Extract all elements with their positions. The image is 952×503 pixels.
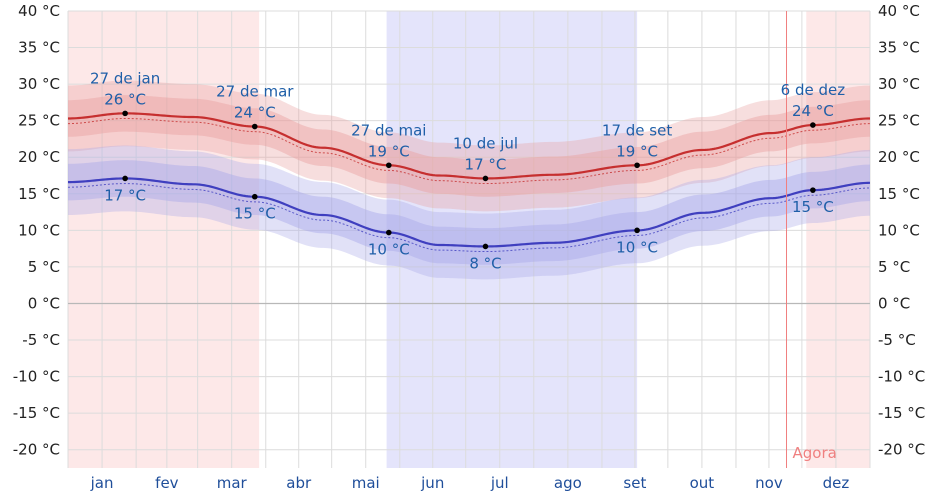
- y-tick-label-right: -20 °C: [878, 441, 925, 459]
- y-tick-label-right: -15 °C: [878, 404, 925, 422]
- y-tick-label-right: 20 °C: [878, 148, 920, 166]
- series-band-inner-high: [68, 95, 870, 197]
- annotation-point: [251, 193, 258, 200]
- annotation-temp-low: 10 °C: [368, 241, 410, 259]
- y-tick-label-right: 0 °C: [878, 294, 910, 312]
- month-label-dez: dez: [823, 474, 850, 492]
- annotation-temp-high: 24 °C: [234, 104, 276, 122]
- series-line-high: [67, 112, 871, 180]
- month-label-nov: nov: [755, 474, 783, 492]
- series-band-outer-low: [68, 145, 870, 280]
- y-tick-label-left: 20 °C: [18, 148, 60, 166]
- y-tick-label-left: 30 °C: [18, 75, 60, 93]
- annotation-temp-low: 8 °C: [469, 254, 501, 272]
- annotation-temp-low: 17 °C: [104, 186, 146, 204]
- y-tick-label-right: -5 °C: [878, 331, 916, 349]
- now-marker-label: Agora: [793, 444, 837, 462]
- y-tick-label-left: 0 °C: [28, 294, 60, 312]
- series-band-outer-high: [68, 80, 870, 212]
- annotation-temp-high: 19 °C: [616, 142, 658, 160]
- month-label-jul: jul: [490, 474, 509, 492]
- month-label-fev: fev: [155, 474, 179, 492]
- annotation-point: [386, 229, 392, 236]
- y-tick-label-left: 35 °C: [18, 39, 60, 57]
- month-label-set: set: [623, 474, 646, 492]
- month-label-jan: jan: [90, 474, 114, 492]
- y-tick-label-right: -10 °C: [878, 368, 925, 386]
- y-tick-label-left: 25 °C: [18, 112, 60, 130]
- annotation-date: 27 de mai: [351, 121, 426, 139]
- y-tick-label-right: 25 °C: [878, 112, 920, 130]
- y-tick-label-left: 15 °C: [18, 185, 60, 203]
- annotation-date: 27 de mar: [216, 83, 294, 101]
- y-tick-label-left: -15 °C: [13, 404, 60, 422]
- y-tick-label-left: -10 °C: [13, 368, 60, 386]
- y-tick-label-left: -5 °C: [22, 331, 60, 349]
- annotation-point: [386, 162, 392, 169]
- annotation-point: [122, 175, 128, 182]
- month-label-abr: abr: [286, 474, 312, 492]
- annotation-temp-low: 15 °C: [792, 198, 834, 216]
- annotation-temp-low: 10 °C: [616, 238, 658, 256]
- month-label-ago: ago: [554, 474, 582, 492]
- annotation-point: [634, 162, 640, 169]
- y-tick-label-right: 15 °C: [878, 185, 920, 203]
- annotation-date: 6 de dez: [781, 81, 846, 99]
- y-tick-label-left: -20 °C: [13, 441, 60, 459]
- y-tick-label-right: 30 °C: [878, 75, 920, 93]
- series-dotted-high: [67, 117, 871, 185]
- month-label-mai: mai: [352, 474, 380, 492]
- warm-season-band: [806, 11, 870, 468]
- annotation-temp-high: 17 °C: [465, 155, 507, 173]
- annotation-temp-low: 15 °C: [234, 205, 276, 223]
- y-tick-label-right: 40 °C: [878, 2, 920, 20]
- annotation-point: [482, 175, 489, 182]
- annotation-point: [634, 227, 640, 234]
- annotation-point: [482, 243, 489, 250]
- annotation-date: 27 de jan: [90, 69, 160, 87]
- annotation-date: 17 de set: [602, 121, 672, 139]
- y-tick-label-right: 10 °C: [878, 221, 920, 239]
- cold-season-band: [386, 11, 638, 468]
- series-band-inner-low: [68, 160, 870, 265]
- month-label-mar: mar: [217, 474, 248, 492]
- series-line-low: [67, 177, 871, 248]
- y-tick-label-left: 10 °C: [18, 221, 60, 239]
- annotation-point: [810, 187, 816, 193]
- annotation-point: [251, 123, 258, 130]
- annotation-point: [122, 110, 128, 117]
- y-tick-label-right: 35 °C: [878, 39, 920, 57]
- month-label-out: out: [690, 474, 715, 492]
- month-label-jun: jun: [420, 474, 444, 492]
- warm-season-band: [68, 11, 260, 468]
- annotation-temp-high: 24 °C: [792, 102, 834, 120]
- annotation-date: 10 de jul: [453, 134, 518, 152]
- y-tick-label-left: 40 °C: [18, 2, 60, 20]
- y-tick-label-left: 5 °C: [28, 258, 60, 276]
- annotation-temp-high: 19 °C: [368, 142, 410, 160]
- y-tick-label-right: 5 °C: [878, 258, 910, 276]
- annotation-temp-high: 26 °C: [104, 90, 146, 108]
- annotation-point: [810, 122, 816, 128]
